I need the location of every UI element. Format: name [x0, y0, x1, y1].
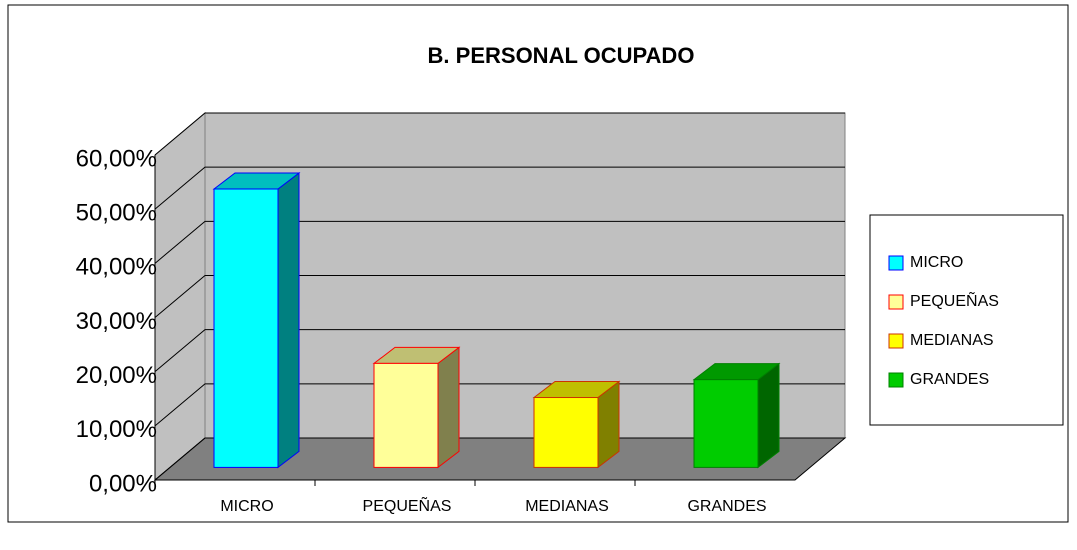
grid-line: [154, 383, 845, 427]
bar-side: [757, 362, 780, 469]
y-tick-label: 50,00%: [76, 200, 157, 227]
y-tick-label: 40,00%: [76, 254, 157, 281]
bar: [373, 362, 439, 468]
x-tick-label: GRANDES: [687, 498, 766, 515]
bar: [533, 397, 599, 468]
legend-label: PEQUEÑAS: [910, 290, 999, 310]
y-tick-label: 10,00%: [76, 416, 157, 443]
grid-line: [154, 437, 845, 481]
y-tick-label: 60,00%: [76, 145, 157, 172]
legend-label: MICRO: [910, 254, 963, 271]
y-tick-label: 0,00%: [89, 470, 157, 497]
y-tick-label: 20,00%: [76, 362, 157, 389]
legend-swatch: [888, 372, 904, 388]
grid-line: [154, 329, 845, 373]
grid-line: [154, 220, 845, 264]
legend-label: MEDIANAS: [910, 332, 994, 349]
legend-swatch: [888, 333, 904, 349]
bar: [213, 188, 279, 468]
bar: [693, 379, 759, 468]
grid-line: [154, 166, 845, 210]
y-tick-label: 30,00%: [76, 308, 157, 335]
legend-label: GRANDES: [910, 371, 989, 388]
legend-swatch: [888, 255, 904, 271]
bar-side: [277, 171, 300, 469]
x-tick-label: MEDIANAS: [525, 498, 609, 515]
bar-side: [437, 346, 460, 469]
x-tick-label: PEQUEÑAS: [363, 495, 452, 515]
x-tick-label: MICRO: [220, 498, 273, 515]
grid-line: [154, 275, 845, 318]
legend-swatch: [888, 294, 904, 310]
legend-box: [869, 214, 1064, 426]
grid-line: [154, 112, 845, 156]
chart-title: B. PERSONAL OCUPADO: [428, 43, 695, 68]
